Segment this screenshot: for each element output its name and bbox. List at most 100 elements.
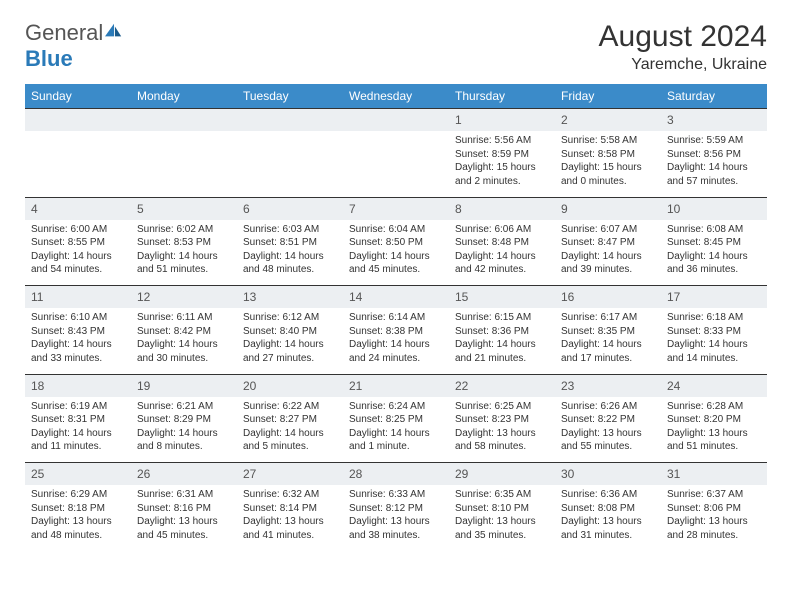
- day1-text: Daylight: 13 hours: [243, 515, 337, 529]
- day-cell: Sunrise: 6:04 AMSunset: 8:50 PMDaylight:…: [343, 220, 449, 286]
- day-cell: Sunrise: 6:28 AMSunset: 8:20 PMDaylight:…: [661, 397, 767, 463]
- day1-text: Daylight: 14 hours: [349, 250, 443, 264]
- day-cell: Sunrise: 6:17 AMSunset: 8:35 PMDaylight:…: [555, 308, 661, 374]
- sunset-text: Sunset: 8:38 PM: [349, 325, 443, 339]
- day1-text: Daylight: 14 hours: [349, 338, 443, 352]
- sunset-text: Sunset: 8:35 PM: [561, 325, 655, 339]
- day1-text: Daylight: 14 hours: [667, 250, 761, 264]
- day-cell: Sunrise: 6:11 AMSunset: 8:42 PMDaylight:…: [131, 308, 237, 374]
- day-number: 20: [237, 374, 343, 397]
- sailboat-icon: [103, 22, 125, 40]
- day2-text: and 27 minutes.: [243, 352, 337, 366]
- day-number: 18: [25, 374, 131, 397]
- day1-text: Daylight: 14 hours: [137, 250, 231, 264]
- sunrise-text: Sunrise: 6:07 AM: [561, 223, 655, 237]
- weekday-header: Sunday: [25, 84, 131, 109]
- day-number: 10: [661, 197, 767, 220]
- logo-text: GeneralBlue: [25, 20, 125, 72]
- day-number: 7: [343, 197, 449, 220]
- weekday-header: Wednesday: [343, 84, 449, 109]
- day-content-row: Sunrise: 6:29 AMSunset: 8:18 PMDaylight:…: [25, 485, 767, 551]
- sunrise-text: Sunrise: 6:15 AM: [455, 311, 549, 325]
- sunset-text: Sunset: 8:56 PM: [667, 148, 761, 162]
- day2-text: and 24 minutes.: [349, 352, 443, 366]
- day-cell: Sunrise: 6:02 AMSunset: 8:53 PMDaylight:…: [131, 220, 237, 286]
- sunrise-text: Sunrise: 6:00 AM: [31, 223, 125, 237]
- day-cell: Sunrise: 6:29 AMSunset: 8:18 PMDaylight:…: [25, 485, 131, 551]
- sunrise-text: Sunrise: 6:03 AM: [243, 223, 337, 237]
- logo: GeneralBlue: [25, 20, 125, 72]
- day2-text: and 51 minutes.: [137, 263, 231, 277]
- day-number: 25: [25, 463, 131, 486]
- day-number: 31: [661, 463, 767, 486]
- day2-text: and 8 minutes.: [137, 440, 231, 454]
- sunset-text: Sunset: 8:12 PM: [349, 502, 443, 516]
- day-cell: Sunrise: 6:19 AMSunset: 8:31 PMDaylight:…: [25, 397, 131, 463]
- day1-text: Daylight: 14 hours: [349, 427, 443, 441]
- header: GeneralBlue August 2024 Yaremche, Ukrain…: [25, 20, 767, 74]
- day-number: 30: [555, 463, 661, 486]
- sunset-text: Sunset: 8:48 PM: [455, 236, 549, 250]
- sunset-text: Sunset: 8:25 PM: [349, 413, 443, 427]
- day-number: 13: [237, 286, 343, 309]
- day2-text: and 14 minutes.: [667, 352, 761, 366]
- sunset-text: Sunset: 8:08 PM: [561, 502, 655, 516]
- day1-text: Daylight: 14 hours: [667, 338, 761, 352]
- day1-text: Daylight: 13 hours: [455, 515, 549, 529]
- day-cell: Sunrise: 6:12 AMSunset: 8:40 PMDaylight:…: [237, 308, 343, 374]
- day1-text: Daylight: 14 hours: [243, 427, 337, 441]
- day1-text: Daylight: 14 hours: [455, 250, 549, 264]
- day2-text: and 54 minutes.: [31, 263, 125, 277]
- sunset-text: Sunset: 8:06 PM: [667, 502, 761, 516]
- day1-text: Daylight: 14 hours: [137, 338, 231, 352]
- day-number: 28: [343, 463, 449, 486]
- day-cell: Sunrise: 6:15 AMSunset: 8:36 PMDaylight:…: [449, 308, 555, 374]
- sunset-text: Sunset: 8:22 PM: [561, 413, 655, 427]
- sunset-text: Sunset: 8:58 PM: [561, 148, 655, 162]
- day-cell: Sunrise: 6:18 AMSunset: 8:33 PMDaylight:…: [661, 308, 767, 374]
- sunset-text: Sunset: 8:59 PM: [455, 148, 549, 162]
- sunrise-text: Sunrise: 6:36 AM: [561, 488, 655, 502]
- sunrise-text: Sunrise: 6:37 AM: [667, 488, 761, 502]
- sunrise-text: Sunrise: 5:59 AM: [667, 134, 761, 148]
- day-content-row: Sunrise: 6:19 AMSunset: 8:31 PMDaylight:…: [25, 397, 767, 463]
- weekday-header: Friday: [555, 84, 661, 109]
- day-content-row: Sunrise: 6:00 AMSunset: 8:55 PM Daylight:…: [25, 220, 767, 286]
- day1-text: Daylight: 14 hours: [137, 427, 231, 441]
- sunset-text: Sunset: 8:55 PM: [31, 236, 125, 250]
- day-number: 19: [131, 374, 237, 397]
- sunset-text: Sunset: 8:40 PM: [243, 325, 337, 339]
- day-cell: Sunrise: 6:36 AMSunset: 8:08 PMDaylight:…: [555, 485, 661, 551]
- sunset-text: Sunset: 8:20 PM: [667, 413, 761, 427]
- day1-text: Daylight: 13 hours: [561, 515, 655, 529]
- day-number: 12: [131, 286, 237, 309]
- day2-text: and 0 minutes.: [561, 175, 655, 189]
- sunset-text: Sunset: 8:10 PM: [455, 502, 549, 516]
- day1-text: Daylight: 14 hours: [243, 250, 337, 264]
- calendar-body: 123Sunrise: 5:56 AMSunset: 8:59 PMDaylig…: [25, 109, 767, 552]
- day-number: 14: [343, 286, 449, 309]
- day-cell: Sunrise: 6:25 AMSunset: 8:23 PMDaylight:…: [449, 397, 555, 463]
- sunrise-text: Sunrise: 6:33 AM: [349, 488, 443, 502]
- sunset-text: Sunset: 8:18 PM: [31, 502, 125, 516]
- sunrise-text: Sunrise: 6:31 AM: [137, 488, 231, 502]
- day2-text: and 31 minutes.: [561, 529, 655, 543]
- day2-text: and 2 minutes.: [455, 175, 549, 189]
- day-cell: Sunrise: 5:58 AMSunset: 8:58 PMDaylight:…: [555, 131, 661, 197]
- day-number: [131, 109, 237, 132]
- day2-text: and 45 minutes.: [349, 263, 443, 277]
- sunset-text: Sunset: 8:27 PM: [243, 413, 337, 427]
- day2-text: and 1 minute.: [349, 440, 443, 454]
- day-cell: Sunrise: 6:37 AMSunset: 8:06 PMDaylight:…: [661, 485, 767, 551]
- sunrise-text: Sunrise: 5:56 AM: [455, 134, 549, 148]
- sunset-text: Sunset: 8:31 PM: [31, 413, 125, 427]
- sunset-text: Sunset: 8:23 PM: [455, 413, 549, 427]
- day-number: 11: [25, 286, 131, 309]
- day1-text: Daylight: 14 hours: [31, 338, 125, 352]
- day2-text: and 5 minutes.: [243, 440, 337, 454]
- logo-part1: General: [25, 20, 103, 45]
- day-cell: [131, 131, 237, 197]
- day2-text: and 55 minutes.: [561, 440, 655, 454]
- day1-text: Daylight: 14 hours: [243, 338, 337, 352]
- day-cell: Sunrise: 6:07 AMSunset: 8:47 PMDaylight:…: [555, 220, 661, 286]
